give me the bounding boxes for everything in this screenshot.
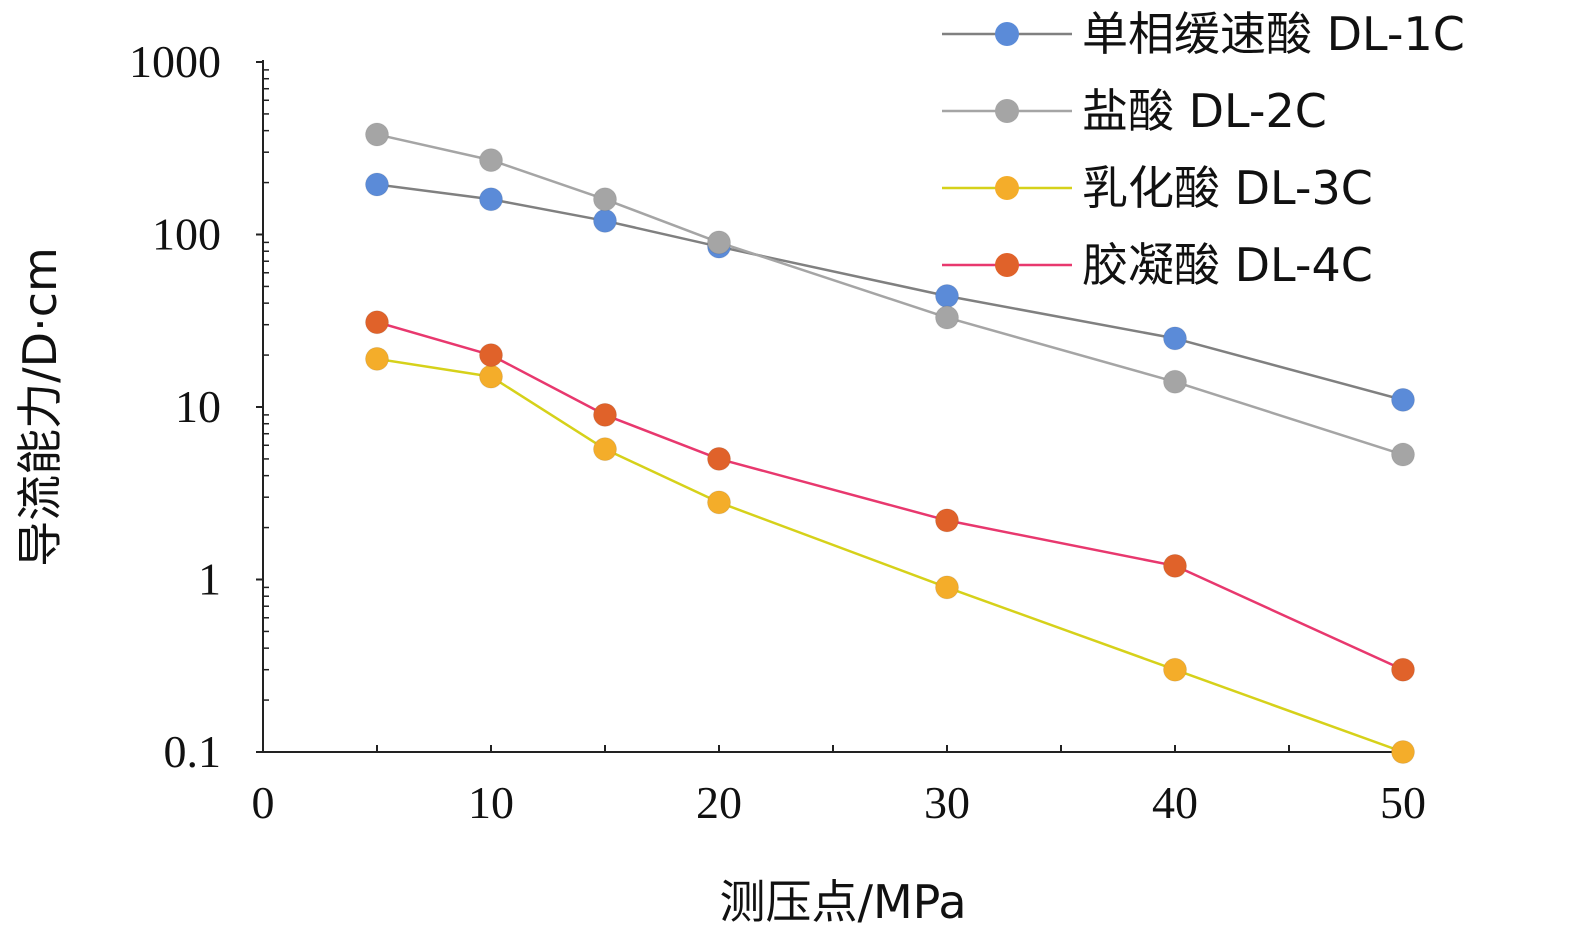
x-tick-label: 50 (1380, 777, 1426, 828)
legend-item: 乳化酸 DL-3C (942, 161, 1373, 215)
data-point (365, 172, 389, 197)
series-line (376, 357, 1404, 754)
data-point (479, 187, 503, 212)
data-point (1163, 657, 1187, 682)
x-tick-label: 0 (252, 777, 275, 828)
series (365, 346, 1415, 764)
y-ticks: 0.1 1 10 100 1000 (129, 36, 269, 777)
data-point (365, 310, 389, 335)
data-point (479, 343, 503, 368)
legend-marker (995, 22, 1019, 46)
series (365, 310, 1415, 682)
data-point (935, 284, 959, 309)
data-point (707, 446, 731, 471)
data-point (479, 148, 503, 173)
legend-label: 乳化酸 DL-3C (1082, 161, 1373, 215)
data-point (707, 230, 731, 255)
data-point (593, 187, 617, 212)
legend-label: 胶凝酸 DL-4C (1082, 238, 1373, 292)
data-point (1163, 553, 1187, 578)
y-tick-label: 0.1 (164, 726, 222, 777)
legend-label: 单相缓速酸 DL-1C (1082, 7, 1465, 61)
data-point (593, 437, 617, 462)
series-line (376, 183, 1404, 402)
data-point (593, 208, 617, 233)
legend-item: 盐酸 DL-2C (942, 84, 1327, 138)
legend-marker (995, 176, 1019, 200)
data-point (1163, 369, 1187, 394)
y-tick-label: 100 (152, 209, 221, 260)
data-point (1391, 442, 1415, 467)
x-tick-label: 20 (696, 777, 742, 828)
legend-marker (995, 253, 1019, 277)
x-ticks: 0 10 20 30 40 50 (252, 745, 1426, 828)
legend: 单相缓速酸 DL-1C 盐酸 DL-2C 乳化酸 DL-3C 胶凝酸 DL-4C (942, 7, 1465, 292)
data-point (1391, 740, 1415, 764)
legend-label: 盐酸 DL-2C (1082, 84, 1327, 138)
data-point (707, 490, 731, 515)
series-line (376, 320, 1404, 671)
data-point (479, 364, 503, 389)
data-point (365, 122, 389, 147)
data-point (365, 346, 389, 371)
x-axis-title: 测压点/MPa (719, 875, 966, 929)
y-tick-label: 1000 (129, 36, 221, 87)
x-tick-label: 30 (924, 777, 970, 828)
legend-item: 胶凝酸 DL-4C (942, 238, 1373, 292)
x-tick-label: 40 (1152, 777, 1198, 828)
series (365, 122, 1415, 467)
data-point (1163, 326, 1187, 351)
data-point (593, 402, 617, 427)
x-tick-label: 10 (468, 777, 514, 828)
data-point (935, 508, 959, 533)
y-tick-label: 1 (198, 554, 221, 605)
axes: 0 10 20 30 40 50 0.1 1 10 100 1000 (129, 36, 1426, 828)
data-point (935, 305, 959, 330)
legend-item: 单相缓速酸 DL-1C (942, 7, 1465, 61)
y-axis-title: 导流能力/D·cm (13, 247, 67, 567)
series-layer (365, 122, 1415, 764)
data-point (935, 575, 959, 600)
legend-marker (995, 99, 1019, 123)
data-point (1391, 387, 1415, 412)
data-point (1391, 657, 1415, 682)
y-tick-label: 10 (175, 381, 221, 432)
